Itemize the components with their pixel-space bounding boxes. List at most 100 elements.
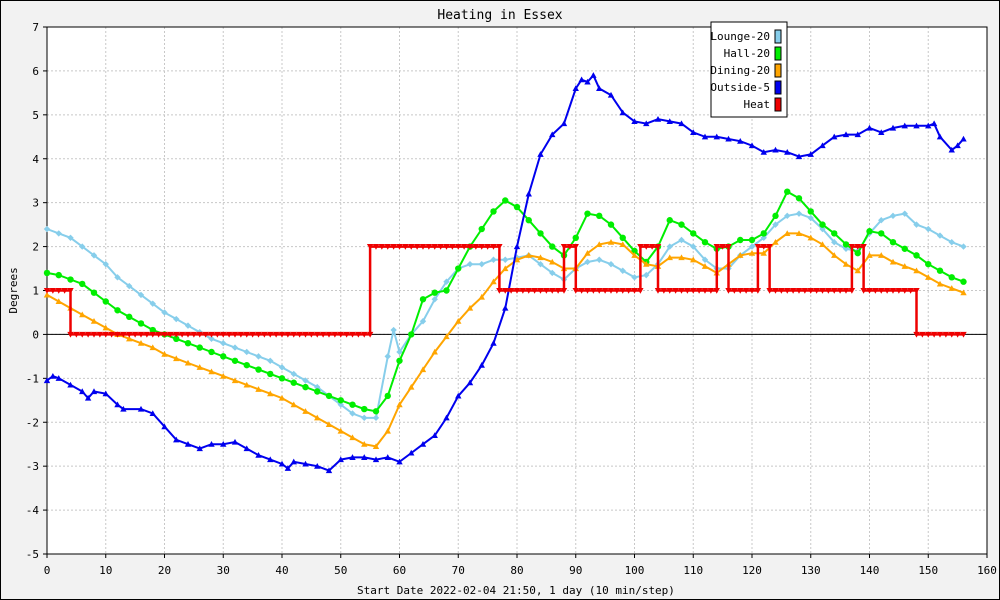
- data-point: [936, 133, 944, 140]
- data-point: [502, 287, 509, 294]
- data-point: [854, 244, 861, 250]
- data-point: [678, 120, 685, 127]
- data-point: [137, 320, 145, 327]
- data-point: [866, 124, 873, 131]
- data-point: [43, 287, 51, 294]
- data-point: [55, 271, 62, 279]
- data-point: [901, 210, 908, 217]
- y-tick-label: -4: [26, 504, 40, 517]
- data-point: [807, 287, 814, 294]
- data-point: [314, 414, 321, 421]
- data-point: [596, 241, 603, 247]
- data-point: [878, 252, 885, 258]
- data-point: [889, 287, 897, 294]
- data-point: [760, 148, 767, 155]
- data-point: [90, 388, 98, 395]
- data-point: [278, 364, 286, 371]
- data-point: [79, 311, 86, 318]
- data-point: [443, 287, 450, 294]
- data-point: [337, 331, 344, 338]
- data-point: [607, 221, 615, 228]
- data-point: [643, 244, 650, 250]
- data-point: [296, 331, 303, 338]
- data-point: [120, 331, 127, 338]
- data-point: [396, 357, 403, 364]
- data-point: [372, 414, 380, 422]
- legend-swatch-hall-20: [774, 46, 782, 61]
- data-point: [173, 315, 180, 323]
- data-point: [919, 331, 926, 338]
- data-point: [648, 244, 656, 250]
- data-point: [443, 333, 450, 340]
- data-point: [836, 287, 844, 294]
- data-point: [654, 116, 662, 122]
- data-point: [290, 331, 297, 338]
- data-point: [114, 401, 121, 408]
- x-tick-label: 30: [217, 564, 230, 577]
- data-point: [490, 340, 497, 346]
- data-point: [449, 244, 456, 250]
- data-point: [854, 249, 861, 257]
- series-markers-dining-20: [43, 230, 967, 449]
- data-point: [290, 370, 297, 378]
- data-point: [67, 276, 74, 283]
- legend-box: [710, 21, 788, 118]
- data-point: [748, 142, 756, 149]
- data-point: [396, 348, 403, 356]
- series-outside-5: [43, 72, 967, 474]
- series-dining-20: [43, 230, 967, 449]
- data-point: [466, 244, 474, 250]
- data-point: [372, 456, 380, 463]
- data-point: [243, 361, 250, 369]
- data-point: [214, 331, 221, 338]
- data-point: [502, 256, 509, 263]
- data-point: [813, 287, 820, 294]
- data-point: [925, 274, 932, 280]
- data-point: [243, 445, 250, 452]
- data-point: [108, 331, 115, 338]
- data-point: [625, 287, 632, 294]
- data-point: [607, 260, 615, 268]
- data-point: [719, 244, 726, 250]
- data-point: [713, 133, 720, 140]
- data-point: [243, 348, 250, 356]
- data-point: [948, 331, 955, 338]
- data-point: [701, 256, 709, 263]
- data-point: [161, 350, 168, 357]
- data-point: [90, 289, 98, 296]
- data-point: [472, 244, 480, 250]
- x-tick-label: 20: [158, 564, 171, 577]
- data-point: [637, 244, 644, 250]
- data-point: [678, 221, 685, 228]
- data-point: [619, 109, 626, 116]
- data-point: [196, 344, 203, 351]
- data-point: [566, 244, 574, 250]
- data-point: [690, 287, 697, 294]
- y-tick-label: 3: [32, 197, 39, 210]
- data-point: [754, 244, 762, 250]
- data-point: [278, 331, 286, 338]
- data-point: [272, 331, 280, 338]
- data-point: [349, 331, 356, 338]
- data-point: [443, 278, 450, 285]
- series-markers-heat: [43, 244, 967, 338]
- data-point: [396, 401, 403, 408]
- y-tick-label: 6: [32, 65, 39, 78]
- data-point: [807, 214, 814, 222]
- data-point: [701, 133, 709, 140]
- data-point: [161, 309, 168, 316]
- data-point: [737, 252, 744, 258]
- data-point: [572, 244, 579, 250]
- data-point: [278, 460, 286, 467]
- data-point: [725, 244, 732, 250]
- data-point: [584, 249, 591, 256]
- data-point: [137, 405, 145, 412]
- data-point: [572, 287, 579, 294]
- data-point: [284, 465, 292, 471]
- data-point: [690, 129, 697, 135]
- data-point: [443, 244, 450, 250]
- data-point: [748, 287, 756, 294]
- data-point: [90, 331, 98, 338]
- x-tick-label: 40: [275, 564, 288, 577]
- data-point: [126, 335, 133, 342]
